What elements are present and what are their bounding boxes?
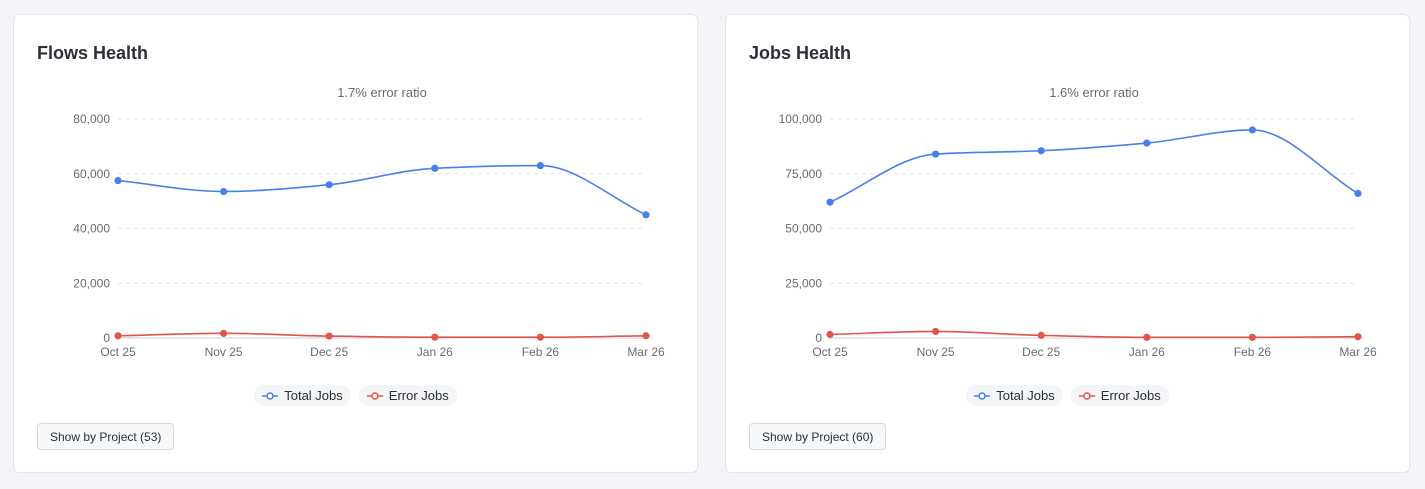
total-jobs-line [117, 164, 647, 216]
line-marker-icon [974, 391, 991, 400]
y-tick-label: 25,000 [785, 276, 822, 290]
jobs-health-card: Jobs Health 1.6% error ratio 0 25,000 50,00… [725, 14, 1410, 473]
x-tick-label: Mar 26 [1339, 345, 1377, 359]
y-tick-label: 50,000 [785, 222, 822, 236]
chart-subtitle: 1.7% error ratio [337, 85, 427, 100]
x-tick-label: Jan 26 [417, 345, 453, 359]
total-jobs-point [431, 164, 439, 172]
jobs-health-chart: 1.6% error ratio 0 25,000 50,000 75,000 100,0… [779, 85, 1377, 359]
x-tick-label: Nov 25 [917, 345, 955, 359]
legend-item-total-jobs[interactable]: Total Jobs [966, 385, 1063, 406]
error-jobs-point [1143, 333, 1151, 341]
flows-health-chart: 1.7% error ratio 0 20,000 40,000 60,000 80,00… [73, 85, 665, 359]
card-title: Jobs Health [749, 43, 852, 63]
error-jobs-line [117, 332, 647, 338]
show-by-project-button[interactable]: Show by Project (60) [749, 423, 887, 450]
y-tick-label: 60,000 [73, 167, 110, 181]
y-tick-label: 80,000 [73, 112, 110, 126]
total-jobs-point [1143, 139, 1151, 147]
card-title: Flows Health [37, 43, 149, 63]
total-jobs-line [829, 129, 1359, 203]
error-jobs-point [325, 332, 333, 340]
total-jobs-point [932, 150, 940, 158]
x-tick-label: Feb 26 [522, 345, 560, 359]
line-marker-icon [366, 391, 383, 400]
total-jobs-point [826, 198, 834, 206]
x-tick-label: Dec 25 [1022, 345, 1060, 359]
line-marker-icon [1078, 391, 1095, 400]
y-tick-label: 100,000 [779, 112, 823, 126]
error-jobs-point [1354, 333, 1362, 341]
legend-label: Total Jobs [996, 388, 1055, 403]
chart-legend: Total Jobs Error Jobs [14, 385, 697, 406]
total-jobs-point [1248, 126, 1256, 134]
error-jobs-point [431, 333, 439, 341]
error-jobs-point [932, 327, 940, 336]
total-jobs-point [325, 181, 333, 189]
legend-label: Error Jobs [1100, 388, 1161, 403]
total-jobs-point [1354, 189, 1362, 198]
total-jobs-point [642, 211, 650, 219]
legend-label: Total Jobs [284, 388, 343, 403]
error-jobs-line [829, 330, 1359, 339]
x-tick-label: Dec 25 [310, 345, 348, 359]
show-by-project-button[interactable]: Show by Project (53) [37, 423, 175, 450]
y-tick-label: 20,000 [73, 276, 110, 290]
total-jobs-point [536, 161, 545, 170]
chart-subtitle: 1.6% error ratio [1049, 85, 1139, 100]
x-tick-label: Jan 26 [1129, 345, 1165, 359]
error-jobs-point [114, 332, 122, 340]
y-tick-label: 75,000 [785, 167, 822, 181]
error-jobs-point [642, 332, 650, 340]
error-jobs-point [536, 333, 545, 341]
x-tick-label: Feb 26 [1234, 345, 1272, 359]
x-tick-label: Oct 25 [100, 345, 136, 359]
line-marker-icon [262, 391, 279, 400]
y-tick-label: 0 [103, 331, 110, 345]
legend-item-error-jobs[interactable]: Error Jobs [1070, 385, 1169, 406]
total-jobs-point [114, 176, 122, 185]
error-jobs-point [1037, 331, 1045, 339]
total-jobs-point [1037, 147, 1045, 155]
x-tick-label: Nov 25 [205, 345, 243, 359]
legend-item-error-jobs[interactable]: Error Jobs [358, 385, 457, 406]
error-jobs-point [1248, 333, 1256, 341]
legend-label: Error Jobs [388, 388, 449, 403]
x-tick-label: Mar 26 [627, 345, 665, 359]
total-jobs-point [220, 187, 228, 196]
x-tick-label: Oct 25 [812, 345, 848, 359]
y-tick-label: 40,000 [73, 222, 110, 236]
error-jobs-point [220, 329, 228, 337]
legend-item-total-jobs[interactable]: Total Jobs [254, 385, 351, 406]
error-jobs-point [826, 330, 834, 339]
flows-health-card: Flows Health 1.7% error ratio 0 20,000 40,0… [13, 14, 698, 473]
chart-legend: Total Jobs Error Jobs [726, 385, 1409, 406]
y-tick-label: 0 [815, 331, 822, 345]
